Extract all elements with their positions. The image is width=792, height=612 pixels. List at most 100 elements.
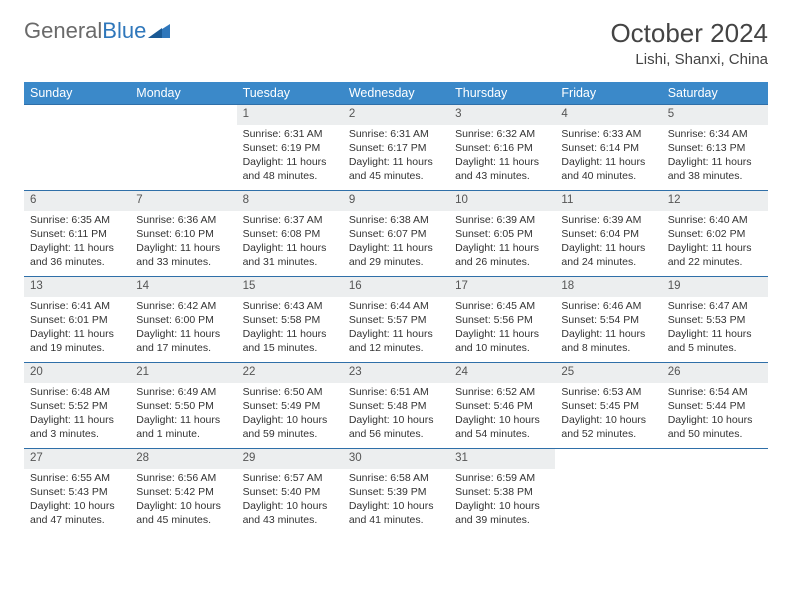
weekday-heading: Monday	[130, 82, 236, 105]
sunset-text: Sunset: 6:00 PM	[136, 313, 230, 327]
sunrise-text: Sunrise: 6:54 AM	[668, 385, 762, 399]
sunrise-text: Sunrise: 6:38 AM	[349, 213, 443, 227]
daylight-text: Daylight: 11 hours and 29 minutes.	[349, 241, 443, 269]
weekday-heading: Thursday	[449, 82, 555, 105]
daylight-text: Daylight: 11 hours and 40 minutes.	[561, 155, 655, 183]
day-number-cell	[662, 449, 768, 469]
day-cell: Sunrise: 6:52 AMSunset: 5:46 PMDaylight:…	[449, 383, 555, 449]
day-cell: Sunrise: 6:53 AMSunset: 5:45 PMDaylight:…	[555, 383, 661, 449]
day-cell: Sunrise: 6:45 AMSunset: 5:56 PMDaylight:…	[449, 297, 555, 363]
sunrise-text: Sunrise: 6:46 AM	[561, 299, 655, 313]
daylight-text: Daylight: 11 hours and 48 minutes.	[243, 155, 337, 183]
sunset-text: Sunset: 5:45 PM	[561, 399, 655, 413]
sunrise-text: Sunrise: 6:59 AM	[455, 471, 549, 485]
sunrise-text: Sunrise: 6:47 AM	[668, 299, 762, 313]
logo-text-general: General	[24, 18, 102, 44]
sunset-text: Sunset: 5:49 PM	[243, 399, 337, 413]
day-cell: Sunrise: 6:49 AMSunset: 5:50 PMDaylight:…	[130, 383, 236, 449]
day-body-row: Sunrise: 6:31 AMSunset: 6:19 PMDaylight:…	[24, 125, 768, 191]
day-cell: Sunrise: 6:57 AMSunset: 5:40 PMDaylight:…	[237, 469, 343, 535]
day-number-cell: 27	[24, 449, 130, 469]
day-cell: Sunrise: 6:48 AMSunset: 5:52 PMDaylight:…	[24, 383, 130, 449]
daylight-text: Daylight: 10 hours and 50 minutes.	[668, 413, 762, 441]
sunset-text: Sunset: 5:44 PM	[668, 399, 762, 413]
sunset-text: Sunset: 5:46 PM	[455, 399, 549, 413]
day-cell	[662, 469, 768, 535]
day-cell: Sunrise: 6:51 AMSunset: 5:48 PMDaylight:…	[343, 383, 449, 449]
day-number-cell: 9	[343, 191, 449, 211]
day-number-cell: 4	[555, 105, 661, 125]
logo-text-blue: Blue	[102, 18, 146, 44]
day-cell: Sunrise: 6:31 AMSunset: 6:17 PMDaylight:…	[343, 125, 449, 191]
day-number-cell: 6	[24, 191, 130, 211]
day-number-cell: 12	[662, 191, 768, 211]
day-cell	[24, 125, 130, 191]
sunset-text: Sunset: 6:19 PM	[243, 141, 337, 155]
day-cell: Sunrise: 6:32 AMSunset: 6:16 PMDaylight:…	[449, 125, 555, 191]
day-number-cell: 28	[130, 449, 236, 469]
sunset-text: Sunset: 5:50 PM	[136, 399, 230, 413]
day-body-row: Sunrise: 6:48 AMSunset: 5:52 PMDaylight:…	[24, 383, 768, 449]
sunset-text: Sunset: 5:42 PM	[136, 485, 230, 499]
daylight-text: Daylight: 11 hours and 22 minutes.	[668, 241, 762, 269]
daylight-text: Daylight: 11 hours and 12 minutes.	[349, 327, 443, 355]
sunset-text: Sunset: 6:07 PM	[349, 227, 443, 241]
day-number-cell	[555, 449, 661, 469]
day-cell: Sunrise: 6:47 AMSunset: 5:53 PMDaylight:…	[662, 297, 768, 363]
sunrise-text: Sunrise: 6:58 AM	[349, 471, 443, 485]
day-number-cell: 7	[130, 191, 236, 211]
day-cell	[555, 469, 661, 535]
day-cell: Sunrise: 6:37 AMSunset: 6:08 PMDaylight:…	[237, 211, 343, 277]
day-cell: Sunrise: 6:39 AMSunset: 6:05 PMDaylight:…	[449, 211, 555, 277]
daylight-text: Daylight: 11 hours and 5 minutes.	[668, 327, 762, 355]
sunrise-text: Sunrise: 6:39 AM	[561, 213, 655, 227]
sunset-text: Sunset: 6:11 PM	[30, 227, 124, 241]
daylight-text: Daylight: 11 hours and 19 minutes.	[30, 327, 124, 355]
day-cell: Sunrise: 6:50 AMSunset: 5:49 PMDaylight:…	[237, 383, 343, 449]
daylight-text: Daylight: 11 hours and 10 minutes.	[455, 327, 549, 355]
daylight-text: Daylight: 10 hours and 56 minutes.	[349, 413, 443, 441]
sunset-text: Sunset: 6:02 PM	[668, 227, 762, 241]
day-number-cell: 11	[555, 191, 661, 211]
day-cell: Sunrise: 6:39 AMSunset: 6:04 PMDaylight:…	[555, 211, 661, 277]
day-number-cell: 1	[237, 105, 343, 125]
sunset-text: Sunset: 5:58 PM	[243, 313, 337, 327]
day-cell: Sunrise: 6:44 AMSunset: 5:57 PMDaylight:…	[343, 297, 449, 363]
sunrise-text: Sunrise: 6:55 AM	[30, 471, 124, 485]
day-number-cell: 29	[237, 449, 343, 469]
sunset-text: Sunset: 5:56 PM	[455, 313, 549, 327]
day-cell: Sunrise: 6:33 AMSunset: 6:14 PMDaylight:…	[555, 125, 661, 191]
logo-triangle-icon	[148, 22, 174, 40]
month-title: October 2024	[610, 18, 768, 49]
sunset-text: Sunset: 5:48 PM	[349, 399, 443, 413]
daylight-text: Daylight: 11 hours and 31 minutes.	[243, 241, 337, 269]
sunset-text: Sunset: 6:10 PM	[136, 227, 230, 241]
daylight-text: Daylight: 11 hours and 38 minutes.	[668, 155, 762, 183]
sunrise-text: Sunrise: 6:53 AM	[561, 385, 655, 399]
sunrise-text: Sunrise: 6:35 AM	[30, 213, 124, 227]
location-label: Lishi, Shanxi, China	[610, 51, 768, 68]
daylight-text: Daylight: 11 hours and 17 minutes.	[136, 327, 230, 355]
day-number-cell: 19	[662, 277, 768, 297]
weekday-heading: Friday	[555, 82, 661, 105]
sunrise-text: Sunrise: 6:48 AM	[30, 385, 124, 399]
page-header: GeneralBlue October 2024 Lishi, Shanxi, …	[0, 0, 792, 76]
logo: GeneralBlue	[24, 18, 174, 44]
sunrise-text: Sunrise: 6:34 AM	[668, 127, 762, 141]
day-number-cell: 2	[343, 105, 449, 125]
day-number-cell: 22	[237, 363, 343, 383]
day-cell: Sunrise: 6:43 AMSunset: 5:58 PMDaylight:…	[237, 297, 343, 363]
day-cell: Sunrise: 6:34 AMSunset: 6:13 PMDaylight:…	[662, 125, 768, 191]
day-cell: Sunrise: 6:54 AMSunset: 5:44 PMDaylight:…	[662, 383, 768, 449]
day-number-cell: 14	[130, 277, 236, 297]
sunset-text: Sunset: 6:05 PM	[455, 227, 549, 241]
sunrise-text: Sunrise: 6:43 AM	[243, 299, 337, 313]
day-number-cell: 18	[555, 277, 661, 297]
day-number-cell: 26	[662, 363, 768, 383]
daylight-text: Daylight: 11 hours and 3 minutes.	[30, 413, 124, 441]
weekday-header-row: Sunday Monday Tuesday Wednesday Thursday…	[24, 82, 768, 105]
sunset-text: Sunset: 5:52 PM	[30, 399, 124, 413]
day-cell: Sunrise: 6:59 AMSunset: 5:38 PMDaylight:…	[449, 469, 555, 535]
sunrise-text: Sunrise: 6:49 AM	[136, 385, 230, 399]
day-number-cell: 3	[449, 105, 555, 125]
